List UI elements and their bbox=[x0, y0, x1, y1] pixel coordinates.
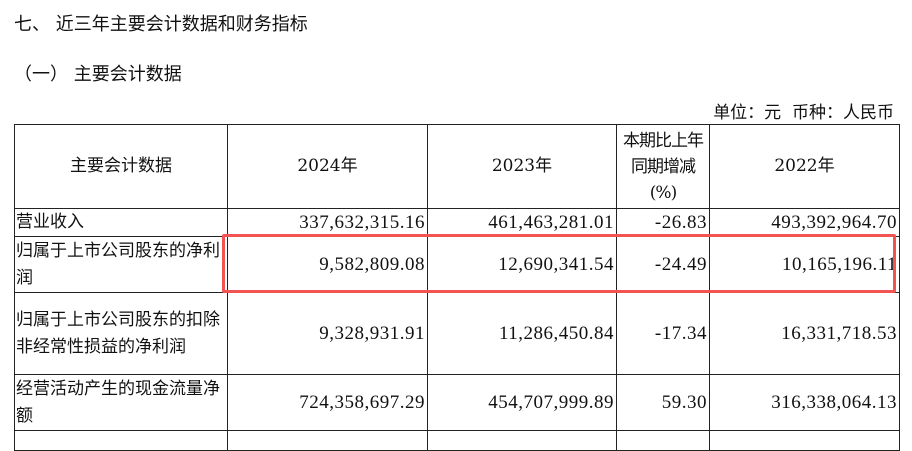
cell: 493,392,964.70 bbox=[709, 208, 900, 237]
table-row: 归属于上市公司股东的扣除非经常性损益的净利润 9,328,931.91 11,2… bbox=[14, 292, 900, 375]
row-label: 归属于上市公司股东的扣除非经常性损益的净利润 bbox=[14, 292, 228, 375]
row-label: 归属于上市公司股东的净利润 bbox=[14, 236, 228, 293]
cell: 59.30 bbox=[616, 374, 710, 431]
table-row: 归属于上市公司股东的净利润 9,582,809.08 12,690,341.54… bbox=[14, 236, 900, 293]
cell: 9,582,809.08 bbox=[227, 236, 428, 293]
cell: 454,707,999.89 bbox=[427, 374, 617, 431]
row-label: 经营活动产生的现金流量净额 bbox=[14, 374, 228, 431]
table-row: 经营活动产生的现金流量净额 724,358,697.29 454,707,999… bbox=[14, 374, 900, 431]
accounting-data-table: 主要会计数据 2024年 2023年 本期比上年同期增减(%) 2022年 营业… bbox=[14, 124, 900, 451]
row-label: 营业收入 bbox=[14, 208, 228, 237]
header-2024: 2024年 bbox=[227, 124, 428, 209]
cell: -26.83 bbox=[616, 208, 710, 237]
subsection-heading: （一） 主要会计数据 bbox=[14, 64, 182, 85]
header-item: 主要会计数据 bbox=[14, 124, 228, 209]
cell: 12,690,341.54 bbox=[427, 236, 617, 293]
cell: -17.34 bbox=[616, 292, 710, 375]
header-change: 本期比上年同期增减(%) bbox=[616, 124, 710, 209]
cell: 10,165,196.11 bbox=[709, 236, 900, 293]
table-row-partial bbox=[14, 430, 900, 451]
header-2022: 2022年 bbox=[709, 124, 900, 209]
header-2023: 2023年 bbox=[427, 124, 617, 209]
cell: 337,632,315.16 bbox=[227, 208, 428, 237]
highlight-box bbox=[222, 234, 896, 293]
cell: 724,358,697.29 bbox=[227, 374, 428, 431]
unit-currency-note: 单位：元 币种：人民币 bbox=[713, 103, 894, 123]
table-header-row: 主要会计数据 2024年 2023年 本期比上年同期增减(%) 2022年 bbox=[14, 124, 900, 209]
cell: 461,463,281.01 bbox=[427, 208, 617, 237]
cell: 16,331,718.53 bbox=[709, 292, 900, 375]
cell: 9,328,931.91 bbox=[227, 292, 428, 375]
cell: 11,286,450.84 bbox=[427, 292, 617, 375]
table-row: 营业收入 337,632,315.16 461,463,281.01 -26.8… bbox=[14, 208, 900, 237]
section-heading: 七、 近三年主要会计数据和财务指标 bbox=[14, 14, 308, 35]
cell: 316,338,064.13 bbox=[709, 374, 900, 431]
